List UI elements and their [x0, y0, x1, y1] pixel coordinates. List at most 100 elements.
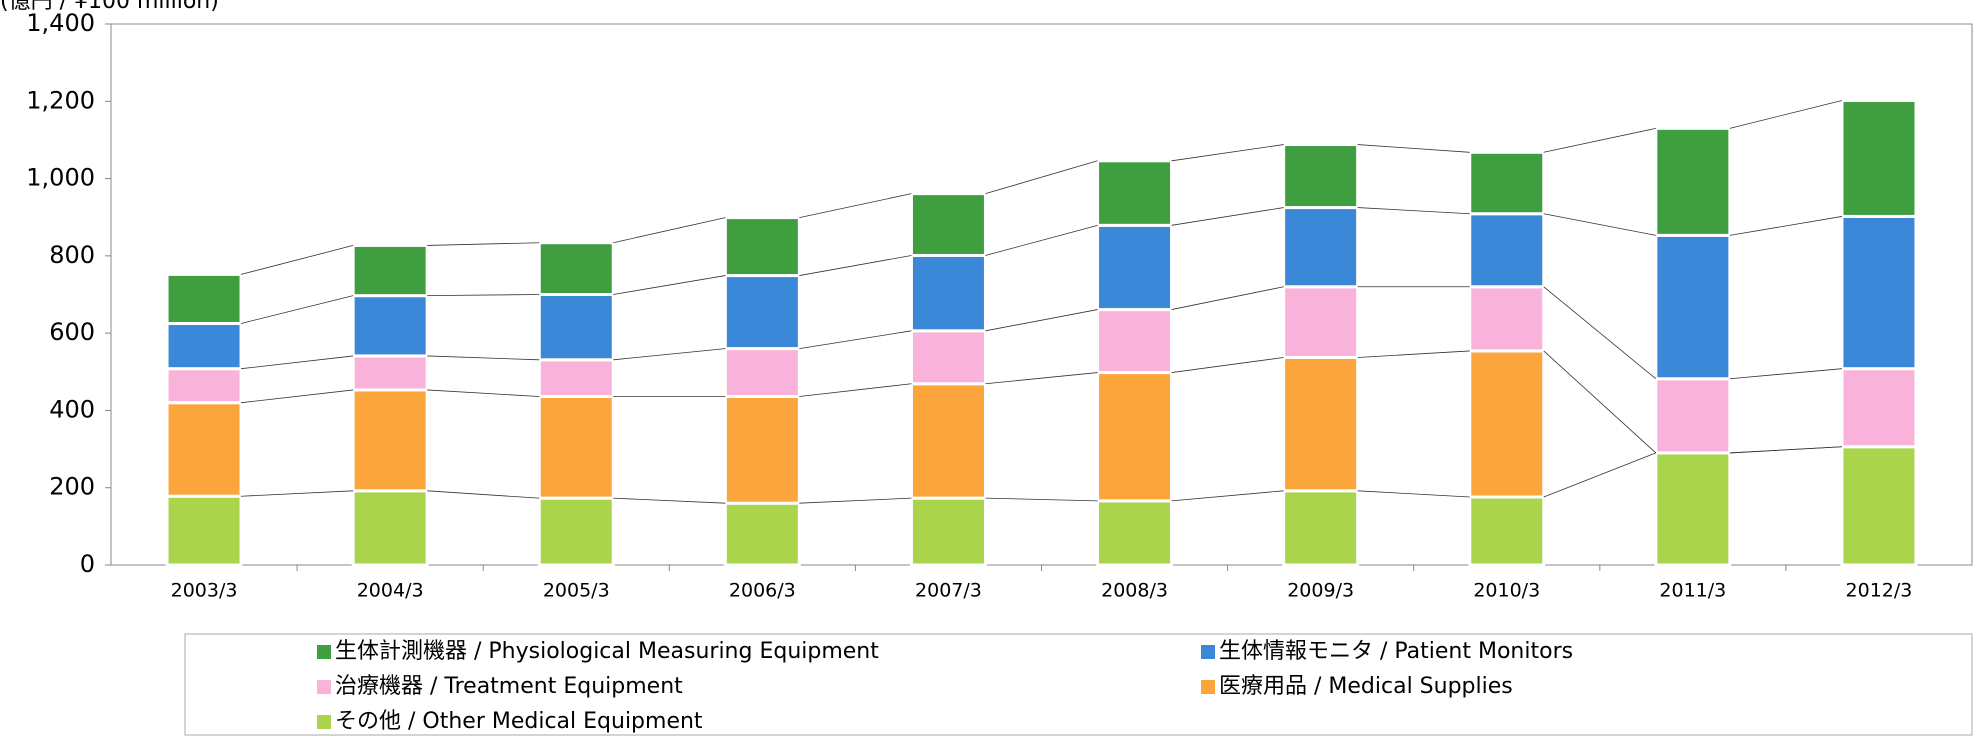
bar-segment — [165, 272, 243, 325]
bar-segment — [1468, 150, 1546, 216]
bar-segment — [1840, 214, 1918, 371]
bar-segment — [537, 395, 615, 500]
series-line — [240, 295, 354, 324]
y-tick-label: 600 — [49, 318, 95, 346]
series-line — [1543, 127, 1656, 153]
bar-segment — [1840, 445, 1918, 567]
series-line — [427, 490, 540, 499]
series-line — [985, 309, 1098, 332]
bar-segment — [351, 388, 429, 493]
series-line — [1357, 350, 1470, 358]
bar-segment — [1282, 489, 1360, 567]
legend-label: 生体計測機器 / Physiological Measuring Equipme… — [335, 639, 879, 664]
bar-segment — [1096, 499, 1174, 567]
series-line — [241, 355, 354, 370]
bar-segment — [1096, 159, 1174, 227]
bar-segment — [351, 294, 429, 358]
series-line — [613, 497, 726, 504]
bar-segment — [1096, 371, 1174, 503]
bar-segment — [1468, 212, 1546, 289]
bar-segment — [1282, 206, 1360, 289]
x-tick-label: 2010/3 — [1473, 580, 1540, 602]
series-line — [613, 348, 726, 361]
series-line — [1729, 216, 1843, 236]
bar-segment — [351, 489, 429, 567]
bar-segment — [165, 494, 243, 567]
series-line — [799, 330, 912, 349]
bar-segment — [165, 401, 243, 498]
series-line — [985, 497, 1098, 502]
bar-segment — [1654, 233, 1732, 381]
legend-swatch — [1201, 645, 1215, 659]
series-line — [799, 383, 912, 397]
bar-segment — [537, 358, 615, 399]
series-line — [985, 160, 1098, 195]
series-line — [1171, 144, 1284, 162]
bar-segment — [1282, 285, 1360, 359]
x-tick-label: 2004/3 — [357, 580, 424, 602]
bar-segment — [1096, 223, 1174, 312]
bar-segment — [909, 329, 987, 386]
x-tick-label: 2005/3 — [543, 580, 610, 602]
x-tick-label: 2007/3 — [915, 580, 982, 602]
bar-segment — [1468, 285, 1546, 353]
bar-segment — [909, 496, 987, 567]
y-tick-label: 400 — [49, 395, 95, 423]
series-line — [1543, 286, 1657, 380]
y-tick-label: 800 — [49, 241, 95, 269]
series-line — [241, 389, 354, 404]
series-line — [985, 372, 1098, 385]
series-line — [1729, 100, 1843, 129]
bar-segment — [723, 501, 801, 567]
series-line — [1543, 452, 1656, 498]
series-line — [1357, 207, 1470, 215]
bar-segment — [909, 253, 987, 333]
bar-segment — [1096, 308, 1174, 375]
y-tick-label: 1,400 — [26, 9, 95, 37]
bar-segment — [1840, 367, 1918, 449]
bar-segment — [537, 241, 615, 296]
x-tick-label: 2011/3 — [1659, 580, 1726, 602]
legend-swatch — [1201, 680, 1215, 694]
bar-segment — [537, 496, 615, 567]
series-line — [1543, 350, 1657, 454]
bar-segment — [1654, 126, 1732, 237]
series-line — [427, 355, 540, 361]
y-axis-label: (億円 / ¥100 million) — [0, 0, 219, 14]
y-tick-label: 1,200 — [26, 86, 95, 114]
bar-segment — [537, 293, 615, 362]
series-line — [241, 490, 354, 497]
bar-segment — [723, 216, 801, 278]
bar-segment — [1282, 355, 1360, 493]
y-tick-label: 0 — [80, 550, 95, 578]
bar-segment — [909, 382, 987, 500]
bar-segment — [1468, 495, 1546, 567]
bar-segment — [1840, 99, 1918, 218]
bar-segment — [351, 354, 429, 392]
legend-label: 生体情報モニタ / Patient Monitors — [1219, 639, 1573, 664]
series-line — [240, 245, 354, 275]
bar-segment — [351, 243, 429, 298]
series-line — [1171, 357, 1284, 373]
legend-label: その他 / Other Medical Equipment — [335, 709, 703, 734]
series-line — [427, 389, 540, 397]
x-tick-label: 2012/3 — [1846, 580, 1913, 602]
legend-swatch — [317, 715, 331, 729]
bar-segment — [165, 321, 243, 371]
bar-segment — [723, 395, 801, 505]
series-line — [799, 193, 912, 218]
series-line — [799, 497, 912, 504]
bar-segment — [165, 367, 243, 405]
series-line — [1171, 286, 1284, 310]
series-line — [1357, 144, 1470, 153]
legend-swatch — [317, 645, 331, 659]
legend-box — [184, 633, 1973, 736]
series-line — [613, 217, 726, 244]
series-line — [1357, 490, 1470, 498]
bar-segment — [1282, 143, 1360, 210]
bar-segment — [1654, 451, 1732, 567]
legend-swatch — [317, 680, 331, 694]
bar-segment — [1468, 349, 1546, 499]
bar-segment — [723, 347, 801, 399]
